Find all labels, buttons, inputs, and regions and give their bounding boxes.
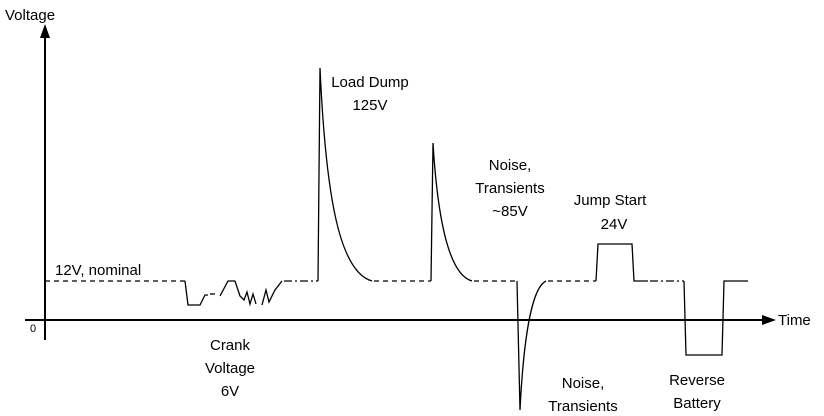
label: Noise, (562, 375, 605, 392)
label: 125V (352, 97, 387, 114)
label: Battery (673, 395, 721, 412)
label: Voltage (205, 360, 255, 377)
label: Transients (548, 398, 617, 415)
crank-ripple (261, 280, 283, 306)
origin-label: 0 (30, 323, 36, 335)
label: Crank (210, 337, 251, 354)
jump-start-pulse (595, 243, 648, 282)
transient-pulse (430, 142, 473, 282)
axes: Voltage Time 0 (5, 7, 811, 340)
label: Noise, (489, 157, 532, 174)
crank-ripple (219, 280, 257, 307)
label: 12V, nominal (55, 262, 141, 279)
reverse-battery-pulse (683, 280, 748, 356)
crank-dip (184, 280, 208, 306)
label: 24V (601, 216, 628, 233)
x-label: Time (778, 312, 811, 329)
label: Load Dump (331, 74, 409, 91)
y-label: Voltage (5, 7, 55, 24)
y-arrow (40, 24, 50, 38)
negative-transient (516, 280, 547, 411)
label: Reverse (669, 372, 725, 389)
label: Jump Start (574, 192, 647, 209)
load-dump-pulse (317, 67, 373, 282)
labels: 12V, nominal Crank Voltage 6V Load Dump … (55, 74, 725, 415)
waveform (45, 67, 748, 411)
label: 6V (221, 383, 239, 400)
label: ~85V (492, 203, 527, 220)
label: Transients (475, 180, 544, 197)
x-arrow (762, 315, 776, 325)
